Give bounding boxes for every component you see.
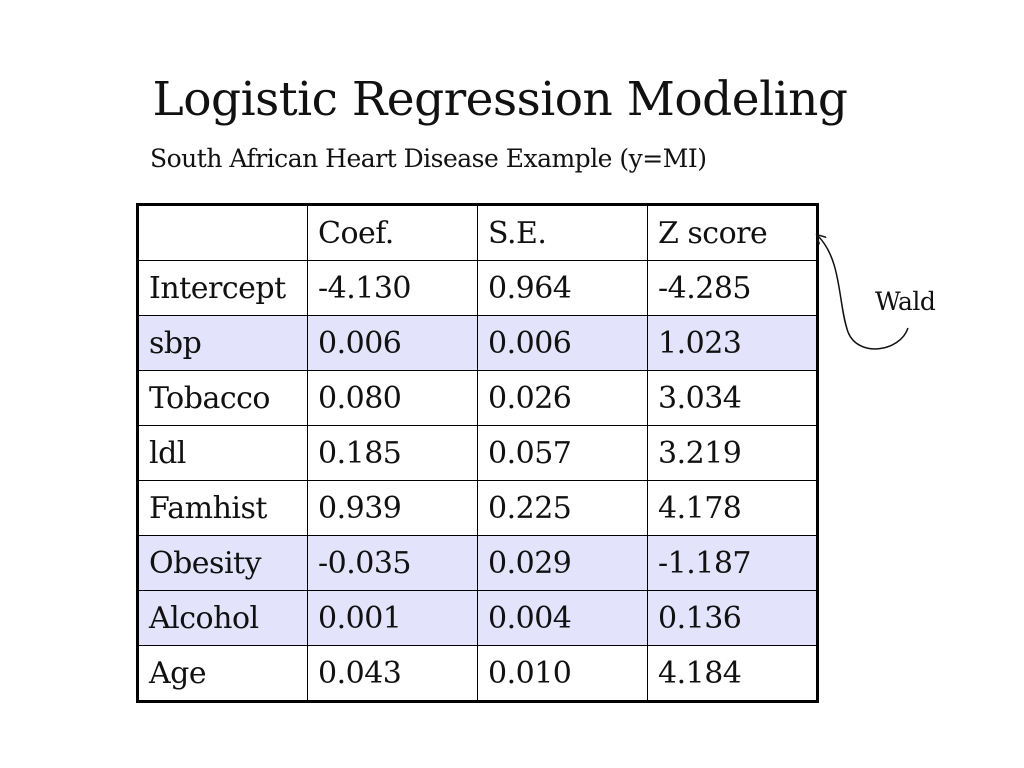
row-label: Intercept (137, 260, 308, 316)
zscore-cell: -1.187 (647, 535, 818, 591)
zscore-cell: 0.136 (647, 590, 818, 646)
zscore-cell: -4.285 (647, 260, 818, 316)
wald-arrow (800, 220, 909, 350)
se-cell: 0.964 (477, 260, 648, 316)
table-row: Famhist 0.939 0.225 4.178 (137, 480, 818, 536)
se-cell: 0.006 (477, 315, 648, 371)
slide-subtitle: South African Heart Disease Example (y=M… (150, 144, 707, 173)
wald-annotation-label: Wald (875, 287, 936, 316)
se-cell: 0.029 (477, 535, 648, 591)
zscore-cell: 4.178 (647, 480, 818, 536)
header-cell-zscore: Z score (647, 204, 818, 261)
table-row: ldl 0.185 0.057 3.219 (137, 425, 818, 481)
row-label: Tobacco (137, 370, 308, 426)
table-row: Intercept -4.130 0.964 -4.285 (137, 260, 818, 316)
se-cell: 0.004 (477, 590, 648, 646)
regression-table: Coef. S.E. Z score Intercept -4.130 0.96… (136, 203, 819, 703)
coef-cell: 0.001 (307, 590, 478, 646)
zscore-cell: 4.184 (647, 645, 818, 702)
zscore-cell: 3.219 (647, 425, 818, 481)
table-row: Obesity -0.035 0.029 -1.187 (137, 535, 818, 591)
table-row: Tobacco 0.080 0.026 3.034 (137, 370, 818, 426)
coef-cell: -4.130 (307, 260, 478, 316)
coef-cell: -0.035 (307, 535, 478, 591)
coef-cell: 0.080 (307, 370, 478, 426)
coef-cell: 0.043 (307, 645, 478, 702)
se-cell: 0.057 (477, 425, 648, 481)
se-cell: 0.010 (477, 645, 648, 702)
se-cell: 0.225 (477, 480, 648, 536)
se-cell: 0.026 (477, 370, 648, 426)
table-header-row: Coef. S.E. Z score (137, 204, 818, 261)
coef-cell: 0.939 (307, 480, 478, 536)
table-row: Alcohol 0.001 0.004 0.136 (137, 590, 818, 646)
header-cell-empty (137, 204, 308, 261)
header-cell-se: S.E. (477, 204, 648, 261)
row-label: Age (137, 645, 308, 702)
row-label: Obesity (137, 535, 308, 591)
coef-cell: 0.185 (307, 425, 478, 481)
row-label: Famhist (137, 480, 308, 536)
zscore-cell: 1.023 (647, 315, 818, 371)
header-cell-coef: Coef. (307, 204, 478, 261)
row-label: ldl (137, 425, 308, 481)
zscore-cell: 3.034 (647, 370, 818, 426)
table-row: Age 0.043 0.010 4.184 (137, 645, 818, 702)
table-row: sbp 0.006 0.006 1.023 (137, 315, 818, 371)
row-label: sbp (137, 315, 308, 371)
slide-title: Logistic Regression Modeling (152, 72, 848, 127)
wald-arrow-curve (818, 236, 909, 350)
row-label: Alcohol (137, 590, 308, 646)
coef-cell: 0.006 (307, 315, 478, 371)
